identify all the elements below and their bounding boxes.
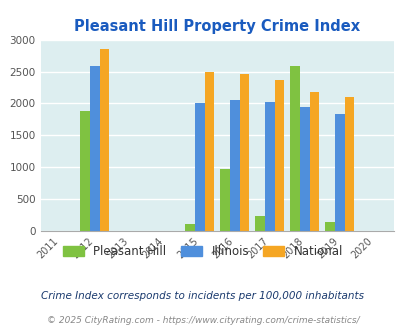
Bar <box>299 107 309 231</box>
Title: Pleasant Hill Property Crime Index: Pleasant Hill Property Crime Index <box>74 19 359 34</box>
Text: © 2025 CityRating.com - https://www.cityrating.com/crime-statistics/: © 2025 CityRating.com - https://www.city… <box>47 316 358 325</box>
Bar <box>185 224 194 231</box>
Legend: Pleasant Hill, Illinois, National: Pleasant Hill, Illinois, National <box>58 241 347 263</box>
Bar <box>334 114 344 231</box>
Bar <box>264 102 274 231</box>
Bar <box>309 92 319 231</box>
Bar <box>239 74 249 231</box>
Bar <box>80 111 90 231</box>
Text: Crime Index corresponds to incidents per 100,000 inhabitants: Crime Index corresponds to incidents per… <box>41 291 364 301</box>
Bar <box>90 66 100 231</box>
Bar <box>229 100 239 231</box>
Bar <box>254 216 264 231</box>
Bar <box>204 72 214 231</box>
Bar <box>289 66 299 231</box>
Bar <box>220 169 229 231</box>
Bar <box>100 49 109 231</box>
Bar <box>194 103 204 231</box>
Bar <box>274 81 284 231</box>
Bar <box>344 97 354 231</box>
Bar <box>324 222 334 231</box>
